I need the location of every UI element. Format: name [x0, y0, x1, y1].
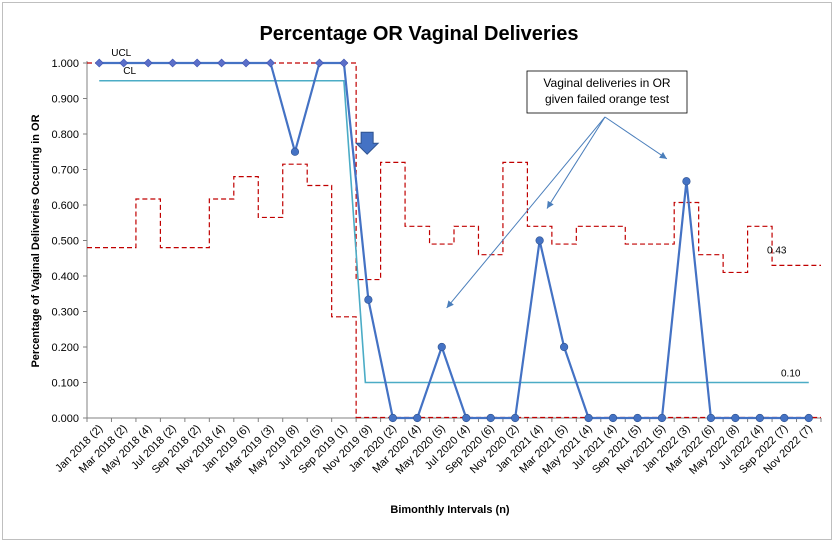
y-tick-label: 0.400 — [51, 271, 79, 283]
data-point — [290, 147, 300, 156]
cl-end-label: 0.10 — [781, 369, 801, 380]
data-point — [437, 342, 446, 352]
data-point — [559, 342, 569, 352]
annotation-text: given failed orange test — [545, 92, 670, 106]
data-point — [94, 58, 104, 68]
data-point — [535, 236, 544, 245]
y-tick-label: 1.000 — [51, 58, 79, 70]
data-point — [315, 58, 324, 68]
data-point — [584, 413, 593, 423]
data-point — [388, 413, 397, 423]
data-point — [241, 58, 251, 68]
phase-change-arrow — [354, 131, 380, 155]
x-axis-title: Bimonthly Intervals (n) — [390, 504, 510, 516]
data-point — [682, 177, 691, 186]
chart-title: Percentage OR Vaginal Deliveries — [259, 23, 578, 45]
data-point — [731, 413, 740, 423]
y-tick-label: 0.200 — [51, 342, 79, 354]
y-axis-title: Percentage of Vaginal Deliveries Occurin… — [30, 114, 42, 367]
data-point — [804, 413, 813, 423]
lcl-line — [87, 163, 357, 418]
data-point — [633, 413, 642, 423]
annotation-text: Vaginal deliveries in OR — [543, 76, 671, 90]
data-point — [462, 413, 471, 423]
y-tick-label: 0.900 — [51, 94, 79, 106]
y-tick-label: 0.700 — [51, 165, 79, 177]
data-point — [339, 58, 349, 68]
annotation-arrow — [604, 116, 668, 160]
y-tick-label: 0.100 — [51, 378, 79, 390]
center-line — [99, 79, 809, 384]
data-point — [706, 413, 716, 423]
data-point — [266, 58, 275, 68]
y-tick-label: 0.800 — [51, 129, 79, 141]
data-point — [143, 58, 153, 68]
data-point — [486, 413, 495, 423]
y-tick-label: 0.300 — [51, 307, 79, 319]
cl-label: CL — [123, 66, 136, 77]
y-tick-label: 0.000 — [51, 413, 79, 425]
ucl-line — [87, 62, 821, 281]
annotation-arrow — [546, 116, 606, 209]
data-point — [657, 413, 667, 423]
data-point — [168, 58, 178, 68]
control-chart: Percentage OR Vaginal Deliveries 0.0000.… — [30, 23, 822, 516]
y-tick-label: 0.500 — [51, 236, 79, 248]
data-point — [511, 413, 520, 423]
annotation-arrowhead — [659, 152, 667, 159]
annotation-arrow — [446, 116, 606, 309]
plot-area: 0.000 0.100 0.200 0.300 0.400 0.500 0.600 0.700… — [51, 48, 822, 477]
data-point — [608, 413, 618, 423]
data-point — [413, 413, 422, 423]
annotation-arrowhead — [546, 200, 554, 209]
data-point — [217, 58, 226, 68]
data-point — [780, 413, 789, 423]
limit-end-label: 0.43 — [767, 245, 787, 256]
y-tick-label: 0.600 — [51, 200, 79, 212]
data-point — [755, 413, 764, 423]
data-point — [192, 58, 202, 68]
data-point — [119, 58, 129, 68]
annotation-arrowhead — [446, 300, 454, 308]
ucl-label: UCL — [111, 48, 131, 59]
annotation-box — [526, 70, 688, 114]
data-point — [364, 295, 373, 304]
